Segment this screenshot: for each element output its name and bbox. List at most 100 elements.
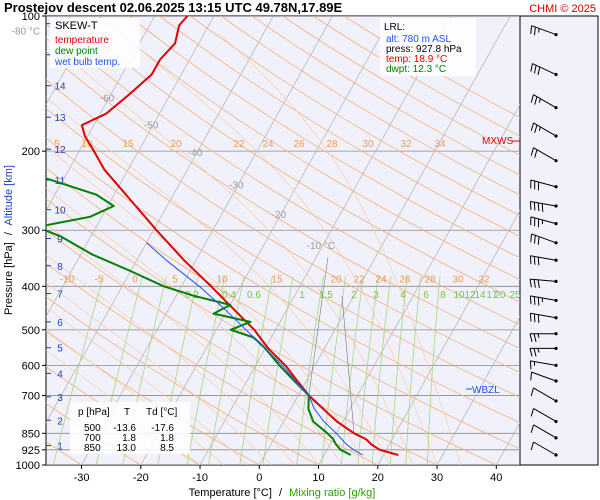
- altitude-tick-label: 6: [57, 318, 63, 329]
- wind-barb-flag: [537, 297, 540, 306]
- temperature-tick-label: 10: [312, 472, 324, 484]
- wind-barb-flag: [537, 66, 541, 76]
- table-row-500-t: -13.6: [113, 423, 136, 434]
- isotherm-line: [318, 103, 520, 465]
- wind-barb-flag: [529, 313, 532, 322]
- dry-adiabat: [46, 230, 438, 465]
- wind-panel: [519, 15, 599, 466]
- wind-barb-flag: [533, 202, 536, 211]
- wind-barb-flag: [537, 257, 540, 266]
- wind-barb-flag: [534, 124, 538, 134]
- dry-adiabat: [190, 16, 520, 216]
- pressure-tick-label: 100: [22, 11, 40, 23]
- temperature-tick-label: -10: [192, 472, 208, 484]
- isotherm-line: [199, 16, 452, 465]
- mixing-ratio-label: 10: [453, 290, 465, 301]
- dry-adiabat: [67, 16, 520, 303]
- table-row-500-p: 500: [84, 423, 101, 434]
- mixing-ratio-label: 12: [464, 290, 476, 301]
- table-row-700-p: 700: [84, 433, 101, 444]
- table-header-p: p [hPa]: [78, 407, 110, 418]
- svg-text:Pressure [hPa] / A: Pressure [hPa] / Altitude [km]: [3, 165, 15, 315]
- wind-barb-flag: [530, 63, 533, 72]
- wind-barb-station: [554, 419, 558, 424]
- pressure-tick-label: 925: [22, 445, 40, 457]
- mixing-ratio-label: 0.4: [222, 290, 236, 301]
- x-axis-title: Temperature [°C] / Mixing ratio [g/kg]: [189, 487, 376, 499]
- dry-adiabat: [251, 16, 520, 176]
- mixing-ratio-label: 14: [474, 290, 486, 301]
- dry-adiabat: [159, 16, 520, 237]
- y-axis-title: Pressure [hPa] / Altitude [km]: [3, 165, 15, 315]
- mixing-ratio-label: 1: [299, 290, 305, 301]
- dry-adiabat: [46, 79, 520, 374]
- adiabat-label-200: 26: [293, 139, 305, 150]
- altitude-tick-label: 5: [57, 344, 63, 355]
- parcel-guide-line: [341, 295, 355, 434]
- wbzl-label: WBZL: [472, 385, 500, 396]
- table-row-500-td: -17.6: [151, 423, 174, 434]
- altitude-tick-label: 13: [54, 113, 66, 124]
- table-row-700-t: 1.8: [122, 433, 136, 444]
- adiabat-label-200: 32: [400, 139, 412, 150]
- dry-adiabat: [128, 16, 520, 259]
- wind-barb-staff: [531, 371, 557, 382]
- pressure-tick-label: 500: [22, 325, 40, 337]
- mixing-ratio-line: [427, 276, 441, 465]
- mixing-ratio-line: [357, 276, 379, 465]
- x-axis-label: Temperature [°C]: [189, 487, 272, 499]
- temperature-tick-label: -20: [133, 472, 149, 484]
- adiabat-label-200: 5: [54, 139, 60, 150]
- wind-barb-flag: [533, 313, 536, 323]
- temperature-tick-label: 0: [256, 472, 262, 484]
- dry-adiabat: [46, 296, 319, 465]
- wind-barb-staff: [533, 387, 557, 402]
- lrl-temperature: temp: 18.9 °C: [386, 54, 447, 65]
- adiabat-label-200: 34: [434, 139, 446, 150]
- moist-adiabat: [46, 96, 390, 465]
- isotherm-label: -60: [100, 93, 115, 104]
- wind-barb-half-flag: [538, 126, 541, 132]
- table-row-850-p: 850: [84, 443, 101, 454]
- wind-barb-flag: [530, 441, 534, 451]
- table-row-850-t: 13.0: [117, 443, 137, 454]
- wind-barb-station: [554, 185, 558, 189]
- wind-barb: [530, 424, 558, 440]
- wind-barb-half-flag: [537, 348, 540, 353]
- dry-adiabat: [46, 23, 520, 326]
- wind-barb-flag: [537, 202, 540, 212]
- mixing-ratio-line: [296, 276, 324, 465]
- altitude-tick-label: 1: [57, 442, 63, 453]
- wind-barb-station: [554, 241, 558, 245]
- wind-barb-station: [554, 332, 558, 336]
- mixing-ratio-label: 8: [440, 290, 446, 301]
- adiabat-label-400: 0: [132, 274, 138, 285]
- mixing-ratio-label: 4: [400, 290, 406, 301]
- wind-barb-flag: [533, 27, 536, 36]
- wet-bulb-line: [146, 242, 363, 456]
- wind-barb: [530, 147, 558, 163]
- altitude-tick-label: 2: [57, 416, 63, 427]
- wind-barb-flag: [533, 256, 536, 265]
- adiabat-label-200: 10: [81, 139, 93, 150]
- adiabat-label-400: 30: [452, 274, 464, 285]
- wind-barb: [529, 346, 558, 357]
- wind-barb-flag: [529, 348, 533, 357]
- wind-barb-flag: [541, 203, 544, 212]
- adiabat-label-200: 28: [326, 139, 338, 150]
- wind-barb: [530, 94, 558, 110]
- y-axis-separator: /: [3, 231, 15, 235]
- plot-area: [45, 15, 521, 466]
- wind-barb: [530, 387, 558, 403]
- adiabat-label-400: 5: [172, 274, 178, 285]
- adiabat-label-400: 26: [399, 274, 411, 285]
- table-header-t: T: [124, 407, 130, 418]
- mixing-ratio-label: 3: [373, 290, 379, 301]
- isotherm-label: -50: [144, 120, 159, 131]
- wind-barb: [530, 25, 558, 37]
- wind-barb: [530, 63, 558, 77]
- isotherm-line: [46, 16, 156, 212]
- y-axis-label-2: Altitude [km]: [3, 165, 15, 226]
- dry-adiabat: [282, 16, 520, 156]
